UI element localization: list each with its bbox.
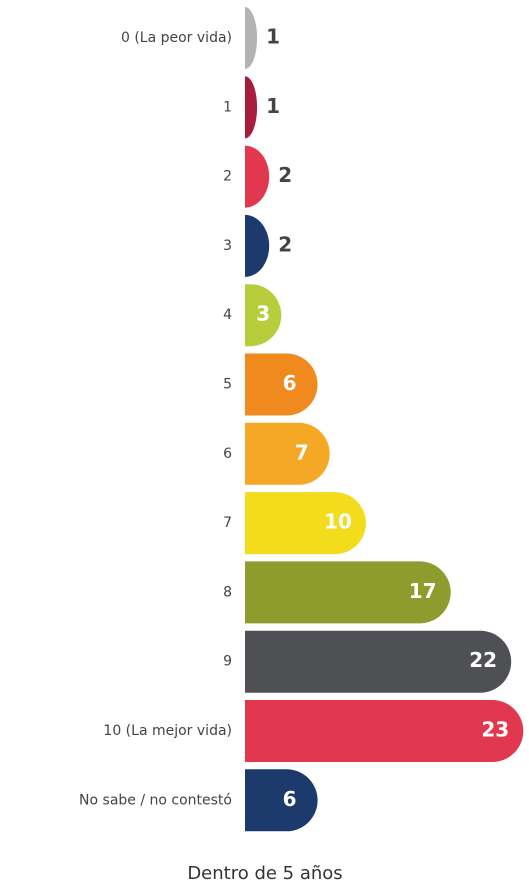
bar [245,353,318,416]
bar [245,769,318,832]
bar [245,7,258,69]
category-label: No sabe / no contestó [79,792,232,808]
category-label: 3 [223,238,232,254]
category-label: 1 [223,99,232,115]
value-label: 17 [409,579,437,603]
chart-title: Dentro de 5 años [187,863,342,884]
bar [245,145,270,208]
value-label: 23 [481,718,509,742]
value-label: 2 [278,232,292,256]
value-label: 2 [278,163,292,187]
category-label: 9 [223,654,232,670]
bar [245,561,451,624]
bar [245,422,330,485]
category-label: 5 [223,377,232,393]
category-label: 7 [223,515,232,531]
bar [245,214,270,277]
value-label: 3 [256,302,270,326]
bar [245,700,524,762]
value-label: 1 [266,25,280,49]
bar [245,76,258,139]
category-label: 6 [223,446,232,462]
category-label: 10 (La mejor vida) [103,723,232,739]
value-label: 10 [324,510,352,534]
category-label: 2 [223,169,232,185]
value-label: 1 [266,94,280,118]
value-label: 22 [469,648,497,672]
category-label: 0 (La peor vida) [121,30,232,46]
category-label: 8 [223,584,232,600]
value-label: 6 [283,787,297,811]
value-label: 6 [283,371,297,395]
bar [245,492,366,555]
bar [245,284,282,347]
category-label: 4 [223,307,232,323]
value-label: 7 [295,440,309,464]
bar [245,630,512,693]
